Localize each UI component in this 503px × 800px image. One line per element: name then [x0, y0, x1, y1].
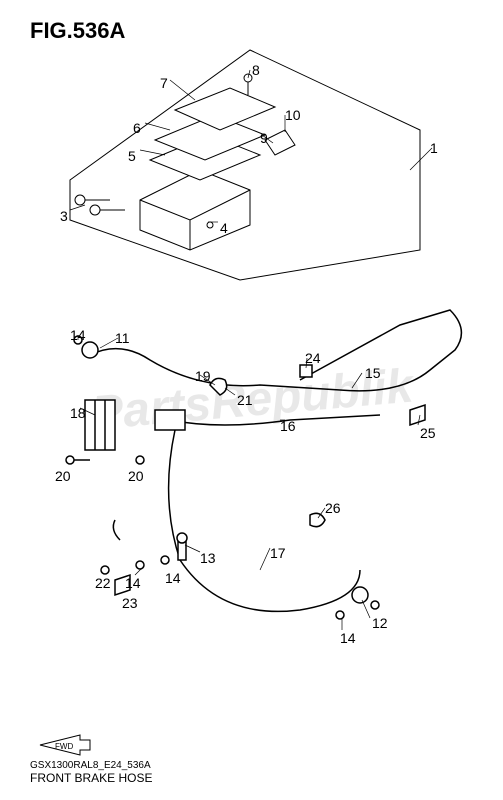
callout-14: 14	[165, 570, 181, 586]
callout-21: 21	[237, 392, 253, 408]
callout-19: 19	[195, 368, 211, 384]
callout-26: 26	[325, 500, 341, 516]
footer-title: FRONT BRAKE HOSE	[30, 771, 152, 785]
callout-5: 5	[128, 148, 136, 164]
callout-9: 9	[260, 130, 268, 146]
callout-24: 24	[305, 350, 321, 366]
footer-code: GSX1300RAL8_E24_536A	[30, 760, 152, 771]
callout-6: 6	[133, 120, 141, 136]
callout-18: 18	[70, 405, 86, 421]
callout-20: 20	[55, 468, 71, 484]
callout-14: 14	[340, 630, 356, 646]
callout-1: 1	[430, 140, 438, 156]
callout-12: 12	[372, 615, 388, 631]
callout-22: 22	[95, 575, 111, 591]
callout-10: 10	[285, 107, 301, 123]
callout-16: 16	[280, 418, 296, 434]
fwd-label: FWD	[55, 742, 73, 751]
callout-14: 14	[70, 327, 86, 343]
callout-4: 4	[220, 220, 228, 236]
callout-13: 13	[200, 550, 216, 566]
callout-15: 15	[365, 365, 381, 381]
callout-3: 3	[60, 208, 68, 224]
callout-14: 14	[125, 575, 141, 591]
footer: GSX1300RAL8_E24_536A FRONT BRAKE HOSE	[30, 760, 152, 785]
callout-8: 8	[252, 62, 260, 78]
callout-23: 23	[122, 595, 138, 611]
callout-17: 17	[270, 545, 286, 561]
callout-20: 20	[128, 468, 144, 484]
callout-25: 25	[420, 425, 436, 441]
callout-7: 7	[160, 75, 168, 91]
callout-11: 11	[115, 330, 130, 346]
